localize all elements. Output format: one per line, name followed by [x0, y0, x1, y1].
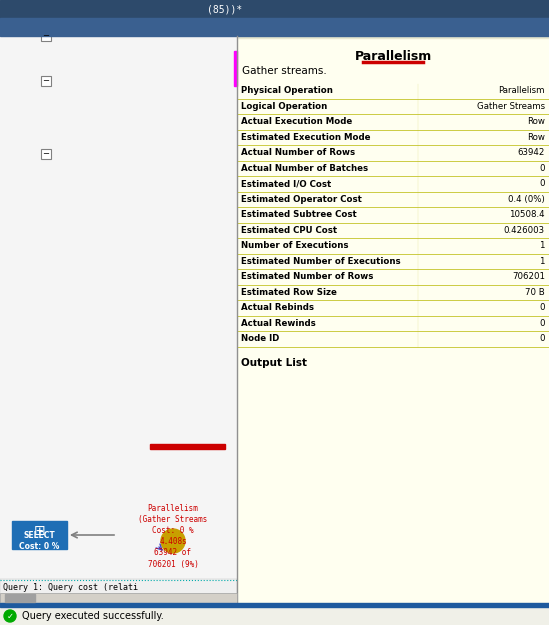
- Text: Number of Executions: Number of Executions: [241, 241, 349, 250]
- Text: Actual Rewinds: Actual Rewinds: [241, 319, 316, 328]
- Text: Estimated Subtree Cost: Estimated Subtree Cost: [241, 210, 357, 219]
- Bar: [0, 603, 549, 607]
- Text: ✓: ✓: [7, 611, 14, 621]
- Text: −: −: [42, 149, 49, 159]
- Bar: [0, 607, 549, 625]
- Bar: [237, 114, 549, 129]
- Bar: [0, 36, 237, 579]
- Bar: [5, 594, 35, 602]
- Bar: [0, 611, 237, 625]
- Text: Actual Rebinds: Actual Rebinds: [241, 303, 314, 312]
- Text: 70 B: 70 B: [525, 288, 545, 297]
- Bar: [41, 31, 51, 41]
- Text: Gather Streams: Gather Streams: [477, 102, 545, 111]
- Text: 0: 0: [540, 303, 545, 312]
- Text: Execution: Execution: [134, 614, 171, 622]
- Bar: [237, 36, 549, 611]
- Bar: [237, 129, 549, 145]
- Bar: [12, 521, 67, 549]
- Bar: [0, 579, 237, 595]
- Text: Actual Number of Rows: Actual Number of Rows: [241, 148, 355, 158]
- Text: Results: Results: [17, 614, 45, 622]
- Bar: [234, 51, 237, 86]
- Text: Messages: Messages: [71, 614, 109, 622]
- Text: Parallelism
(Gather Streams
Cost: 0 %
4.408s
63942 of
706201 (9%): Parallelism (Gather Streams Cost: 0 % 4.…: [138, 504, 208, 569]
- Text: ▼: ▼: [56, 601, 60, 606]
- Bar: [237, 145, 549, 161]
- Text: 63942: 63942: [518, 148, 545, 158]
- Text: Actual Execution Mode: Actual Execution Mode: [241, 118, 352, 126]
- Text: Node ID: Node ID: [241, 334, 279, 343]
- Bar: [237, 36, 549, 38]
- Text: Estimated CPU Cost: Estimated CPU Cost: [241, 226, 337, 235]
- Bar: [237, 254, 549, 269]
- Bar: [237, 331, 549, 346]
- Text: Estimated Number of Executions: Estimated Number of Executions: [241, 257, 401, 266]
- Bar: [237, 238, 549, 254]
- Text: 706201: 706201: [512, 272, 545, 281]
- Text: Parallelism: Parallelism: [498, 86, 545, 95]
- Circle shape: [4, 610, 16, 622]
- Text: −: −: [42, 31, 49, 41]
- Bar: [0, 18, 549, 36]
- Text: Output List: Output List: [241, 359, 307, 369]
- Text: 1: 1: [540, 241, 545, 250]
- Bar: [237, 222, 549, 238]
- Bar: [237, 191, 549, 207]
- Bar: [0, 36, 237, 611]
- Bar: [237, 269, 549, 284]
- Text: Estimated Row Size: Estimated Row Size: [241, 288, 337, 297]
- Text: Physical Operation: Physical Operation: [241, 86, 333, 95]
- Text: 0: 0: [540, 334, 545, 343]
- Text: Row: Row: [527, 118, 545, 126]
- Bar: [52, 597, 64, 609]
- Bar: [150, 444, 225, 449]
- Text: Gather streams.: Gather streams.: [242, 66, 327, 76]
- Text: Query 1: Query cost (relati: Query 1: Query cost (relati: [3, 582, 138, 591]
- Text: −: −: [42, 76, 49, 86]
- Text: Actual Number of Batches: Actual Number of Batches: [241, 164, 368, 172]
- Text: SELECT
Cost: 0 %: SELECT Cost: 0 %: [19, 531, 60, 551]
- Text: Logical Operation: Logical Operation: [241, 102, 327, 111]
- Bar: [237, 176, 549, 191]
- Text: ◄: ◄: [71, 601, 75, 606]
- Text: (85))*: (85))*: [208, 4, 243, 14]
- Text: 10508.4: 10508.4: [509, 210, 545, 219]
- Text: Estimated Execution Mode: Estimated Execution Mode: [241, 132, 371, 142]
- Bar: [237, 316, 549, 331]
- Bar: [41, 76, 51, 86]
- Text: Estimated I/O Cost: Estimated I/O Cost: [241, 179, 331, 188]
- Bar: [82, 598, 235, 608]
- Text: 0: 0: [540, 319, 545, 328]
- Bar: [0, 593, 237, 603]
- Circle shape: [161, 529, 185, 553]
- Text: 0.426003: 0.426003: [504, 226, 545, 235]
- Bar: [237, 99, 549, 114]
- Bar: [237, 300, 549, 316]
- Text: Parallelism: Parallelism: [354, 50, 432, 63]
- Bar: [0, 36, 30, 611]
- Text: 1: 1: [540, 257, 545, 266]
- Bar: [237, 161, 549, 176]
- Bar: [120, 611, 185, 624]
- Bar: [0, 595, 237, 611]
- Bar: [0, 0, 549, 18]
- Bar: [237, 207, 549, 222]
- Text: Estimated Operator Cost: Estimated Operator Cost: [241, 195, 362, 204]
- Text: 100 %: 100 %: [8, 599, 37, 608]
- Bar: [61, 611, 119, 624]
- Text: 0: 0: [540, 164, 545, 172]
- Bar: [237, 284, 549, 300]
- Bar: [30, 36, 39, 611]
- Bar: [41, 149, 51, 159]
- Text: Estimated Number of Rows: Estimated Number of Rows: [241, 272, 373, 281]
- Text: Row: Row: [527, 132, 545, 142]
- Bar: [67, 597, 79, 609]
- Text: ⊞: ⊞: [33, 524, 46, 538]
- Text: 0.4 (0%): 0.4 (0%): [508, 195, 545, 204]
- Bar: [2, 611, 60, 624]
- Text: 0: 0: [540, 179, 545, 188]
- Text: Query executed successfully.: Query executed successfully.: [22, 611, 164, 621]
- Bar: [237, 83, 549, 99]
